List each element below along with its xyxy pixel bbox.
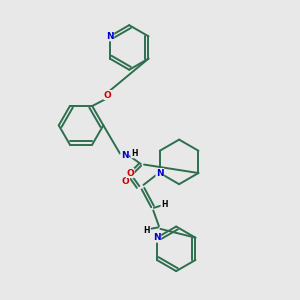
Text: H: H xyxy=(143,226,150,236)
Text: O: O xyxy=(126,169,134,178)
Text: H: H xyxy=(131,149,137,158)
Text: N: N xyxy=(106,32,114,41)
Text: H: H xyxy=(161,200,167,209)
Text: N: N xyxy=(156,169,164,178)
Text: N: N xyxy=(121,151,128,160)
Text: N: N xyxy=(153,233,161,242)
Text: O: O xyxy=(104,91,112,100)
Text: O: O xyxy=(122,177,130,186)
